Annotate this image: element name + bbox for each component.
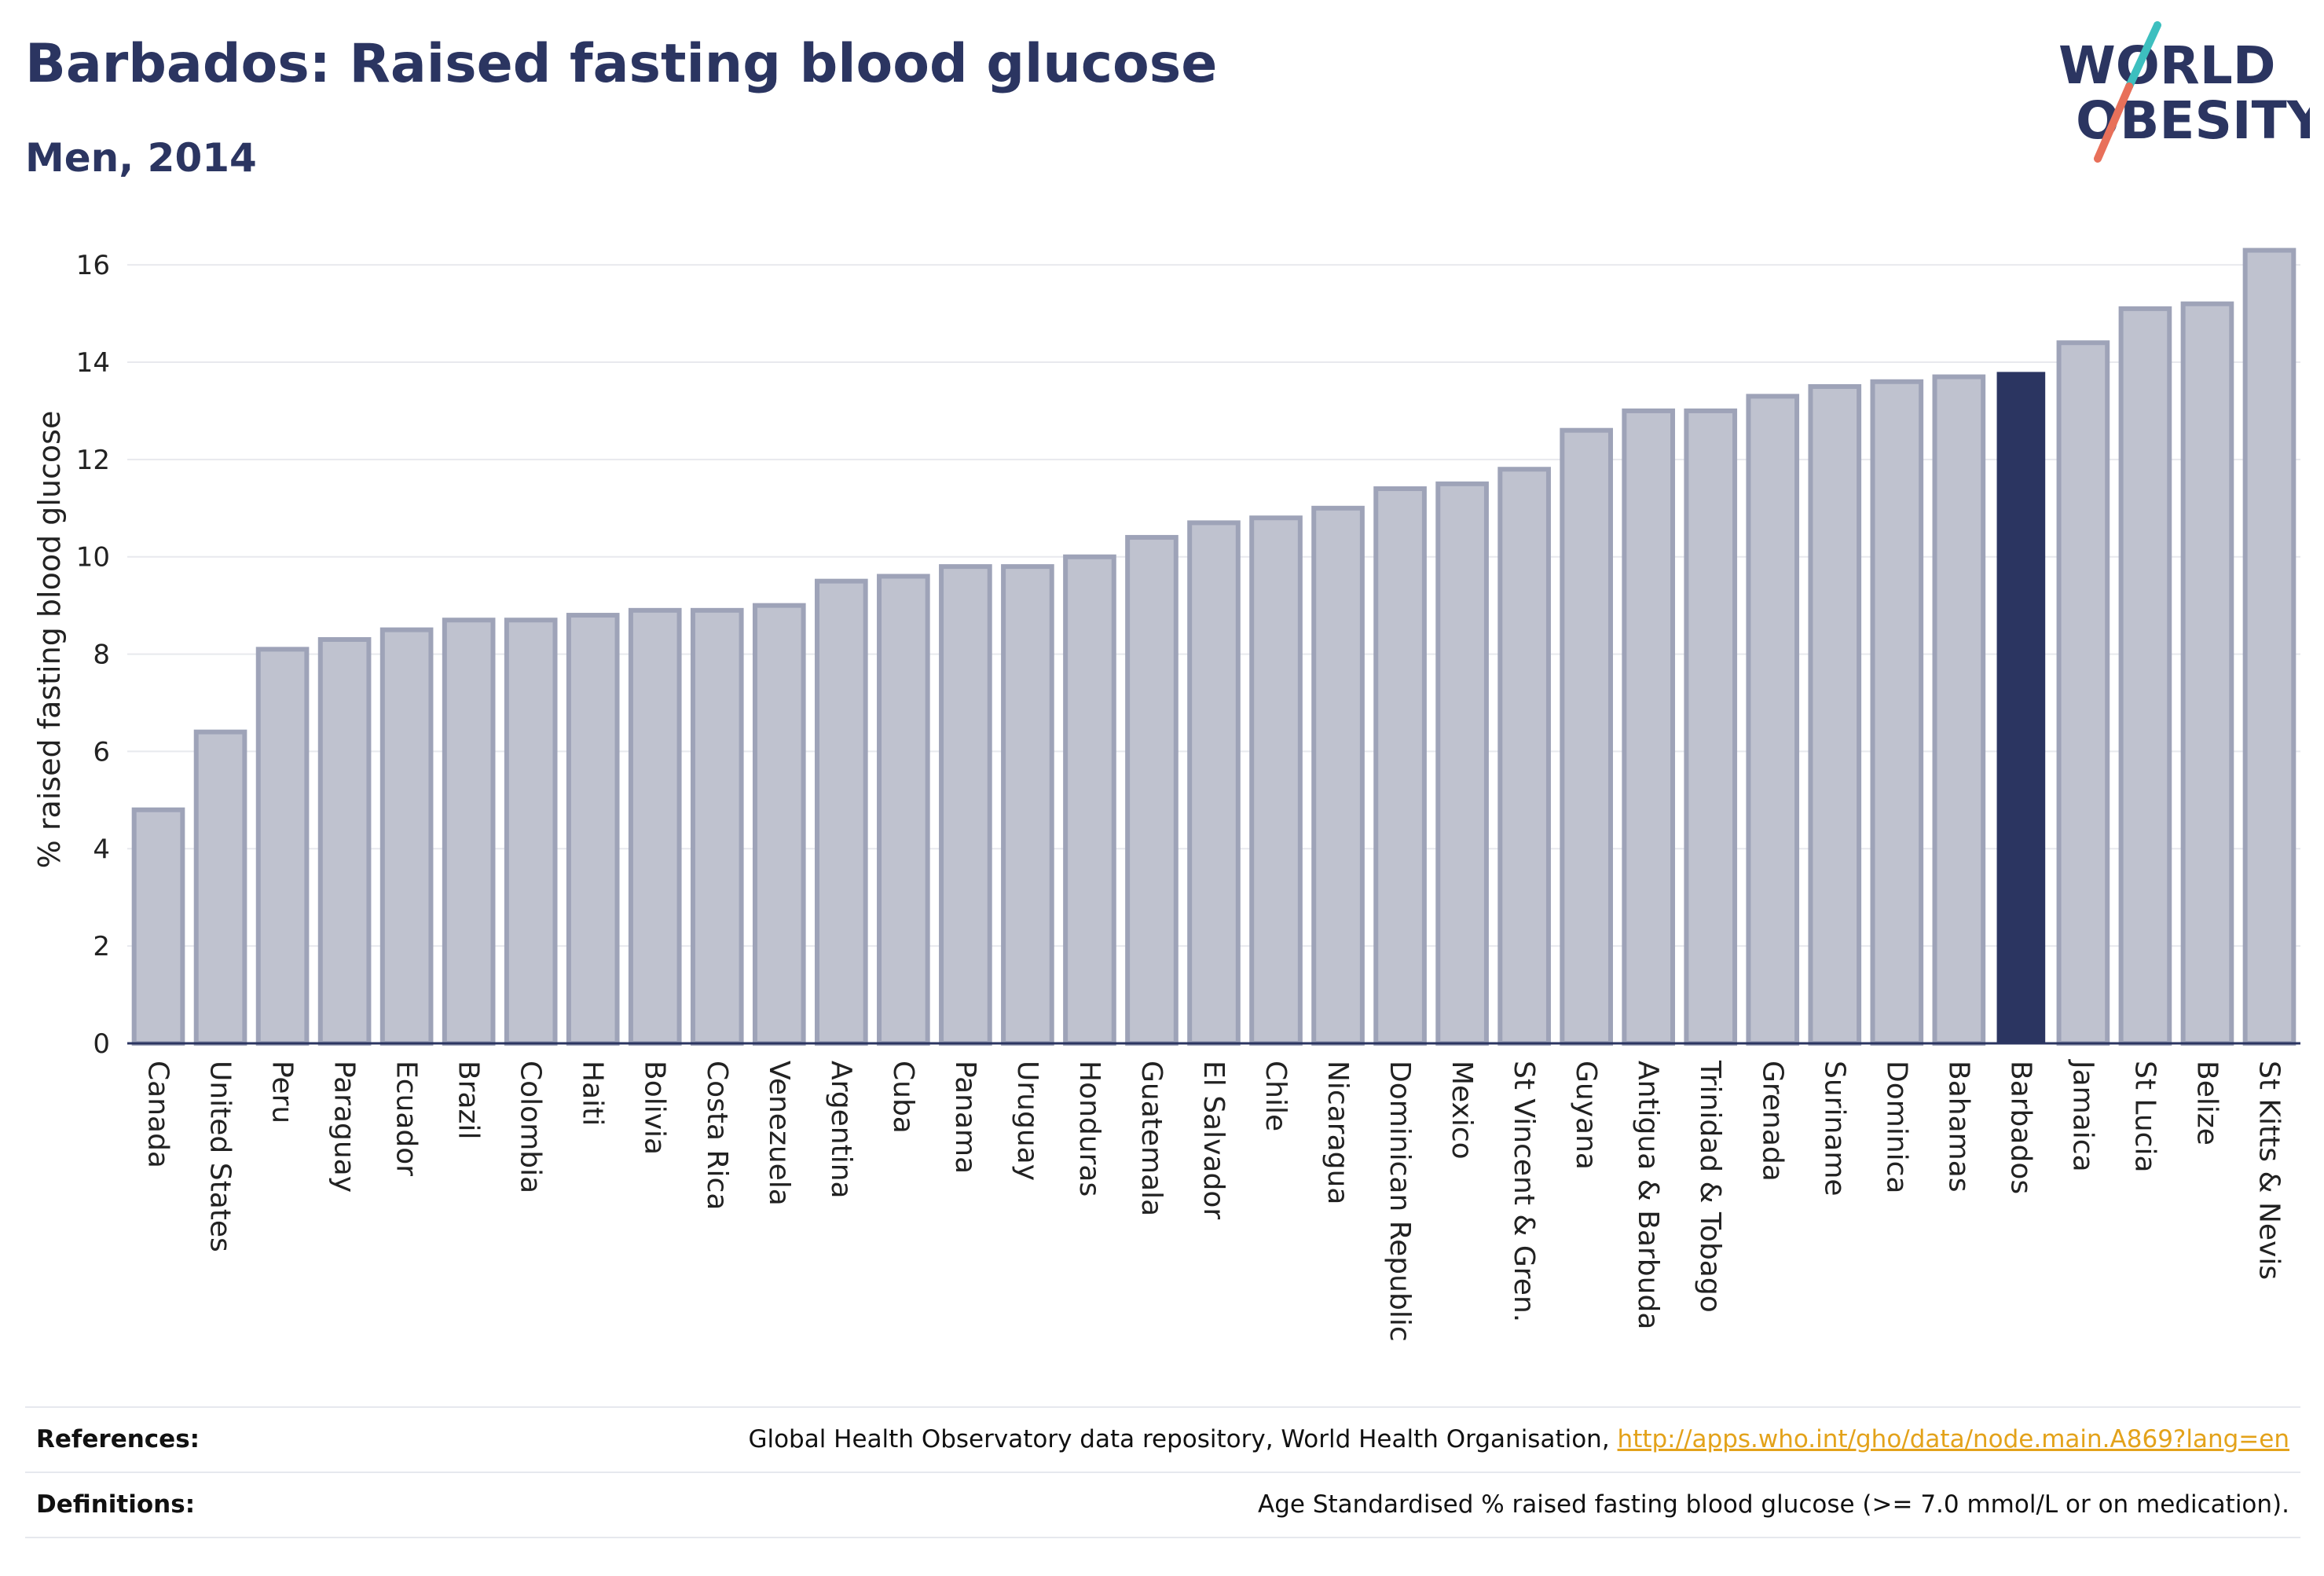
bar [504, 618, 558, 1046]
x-tick-label: Argentina [825, 1061, 857, 1199]
x-tick-label: Brazil [453, 1061, 485, 1139]
y-tick-label: 0 [93, 1028, 110, 1060]
bar [1996, 372, 2046, 1043]
references-label: References: [36, 1425, 200, 1453]
x-tick-label: United States [204, 1061, 236, 1252]
x-tick-label: Ecuador [390, 1061, 423, 1176]
bar [939, 564, 992, 1046]
x-tick-label: Antigua & Barbuda [1632, 1061, 1664, 1329]
x-tick-label: Venezuela [763, 1061, 795, 1206]
y-tick-label: 4 [93, 834, 110, 865]
chart-subtitle: Men, 2014 [25, 135, 257, 181]
x-tick-label: Paraguay [328, 1061, 361, 1193]
bar [752, 603, 806, 1046]
bar [1187, 520, 1241, 1046]
x-tick-label: Haiti [577, 1061, 609, 1126]
x-tick-label: Costa Rica [701, 1061, 733, 1210]
x-tick-label: Uruguay [1011, 1061, 1043, 1181]
bar-chart: 0 2 4 6 8 10 12 14 16 % raised fasting blood gluc… [32, 247, 2300, 1342]
y-tick-label: 8 [93, 640, 110, 671]
bar [1001, 564, 1054, 1046]
y-tick-label: 14 [76, 347, 110, 379]
y-tick-label: 12 [76, 445, 110, 476]
bar [1870, 379, 1924, 1046]
x-tick-label: Jamaica [2066, 1059, 2099, 1172]
bar [1311, 505, 1365, 1046]
bar [2056, 340, 2110, 1046]
bar [1063, 554, 1116, 1046]
bar [317, 637, 372, 1046]
bar [2180, 301, 2234, 1046]
bar [1622, 408, 1676, 1046]
y-tick-label: 16 [76, 250, 110, 281]
references-value: Global Health Observatory data repositor… [748, 1425, 2289, 1453]
bar [2242, 247, 2297, 1046]
x-tick-label: Grenada [1756, 1061, 1788, 1182]
logo-slash-bottom [2094, 82, 2133, 163]
bar [628, 607, 682, 1046]
bar [442, 618, 496, 1046]
references-row: References: Global Health Observatory da… [25, 1406, 2300, 1472]
bar [1249, 515, 1303, 1046]
x-tick-label: Cuba [887, 1061, 919, 1134]
y-tick-label: 10 [76, 542, 110, 574]
x-tick-label: Trinidad & Tobago [1694, 1060, 1726, 1313]
x-tick-label: Bahamas [1942, 1061, 1974, 1193]
bar [2118, 306, 2172, 1046]
y-axis-label: % raised fasting blood glucose [32, 411, 67, 869]
bar [1560, 427, 1613, 1046]
bar [1125, 534, 1178, 1046]
bar [815, 578, 868, 1046]
y-tick-label: 2 [93, 931, 110, 962]
bar [1746, 394, 1800, 1046]
x-tick-label: Guyana [1570, 1061, 1602, 1170]
definitions-row: Definitions: Age Standardised % raised f… [25, 1472, 2300, 1538]
bar [1497, 467, 1551, 1046]
definitions-text: Age Standardised % raised fasting blood … [1258, 1490, 2289, 1519]
x-tick-label: Guatemala [1135, 1061, 1167, 1216]
bar [379, 627, 434, 1046]
x-tick-label: St Kitts & Nevis [2253, 1061, 2285, 1280]
x-tick-label: Bolivia [639, 1061, 671, 1155]
bar [1932, 374, 1986, 1046]
references-link[interactable]: http://apps.who.int/gho/data/node.main.A… [1617, 1425, 2289, 1453]
x-tick-label: Mexico [1446, 1061, 1478, 1160]
x-tick-label: Peru [266, 1061, 299, 1123]
x-tick-label: Canada [142, 1061, 174, 1168]
x-tick-label: Panama [949, 1061, 981, 1174]
x-tick-label: Barbados [2004, 1061, 2036, 1194]
x-tick-label: Dominica [1880, 1061, 1912, 1194]
world-obesity-logo: WORLD OBESITY [2058, 21, 2310, 163]
bar [255, 647, 310, 1046]
x-tick-label: St Vincent & Gren. [1508, 1061, 1540, 1322]
references-text: Global Health Observatory data repositor… [748, 1425, 1618, 1453]
bar [1808, 383, 1862, 1046]
x-tick-label: Belize [2190, 1061, 2223, 1145]
bar [877, 574, 930, 1046]
bar [131, 807, 185, 1046]
bar [566, 613, 620, 1046]
x-tick-label: El Salvador [1197, 1061, 1230, 1219]
logo-line1: WORLD [2058, 35, 2276, 96]
chart-title: Barbados: Raised fasting blood glucose [25, 33, 1218, 95]
bar [193, 729, 247, 1046]
bar [1373, 486, 1427, 1046]
bar [1684, 408, 1738, 1046]
y-tick-label: 6 [93, 736, 110, 768]
logo-slash-top [2125, 21, 2161, 90]
x-tick-label: Colombia [515, 1061, 547, 1193]
x-tick-label: Chile [1259, 1061, 1292, 1131]
definitions-label: Definitions: [36, 1490, 196, 1519]
x-tick-label: Nicaragua [1321, 1061, 1354, 1204]
x-tick-label: St Lucia [2128, 1061, 2161, 1173]
x-tick-label: Suriname [1818, 1061, 1850, 1197]
x-tick-label: Dominican Republic [1384, 1061, 1416, 1342]
footer-bottom-border [25, 1537, 2300, 1538]
bar [690, 607, 744, 1046]
x-tick-label: Honduras [1073, 1061, 1105, 1197]
bar [1435, 481, 1489, 1046]
